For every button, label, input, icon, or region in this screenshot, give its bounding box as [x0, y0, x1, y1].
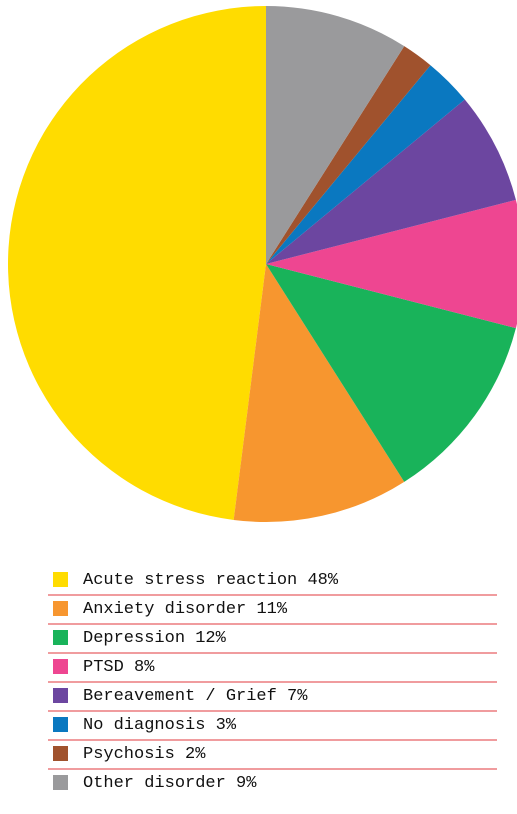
- legend-swatch: [53, 775, 68, 790]
- legend-swatch: [53, 717, 68, 732]
- legend-label: Psychosis 2%: [83, 745, 206, 764]
- legend-value: 11%: [256, 600, 287, 619]
- legend-value: 9%: [236, 774, 257, 793]
- legend-label: Acute stress reaction 48%: [83, 571, 339, 590]
- legend-category: Psychosis: [83, 745, 175, 764]
- legend-swatch: [53, 688, 68, 703]
- legend-category: Depression: [83, 629, 185, 648]
- legend-label: Other disorder 9%: [83, 774, 257, 793]
- legend-value: 8%: [134, 658, 155, 677]
- pie-slice: [266, 264, 516, 482]
- legend-category: No diagnosis: [83, 716, 205, 735]
- pie-slice: [266, 65, 465, 264]
- pie-slice: [233, 264, 405, 522]
- legend-category: Acute stress reaction: [83, 571, 297, 590]
- legend-swatch: [53, 746, 68, 761]
- pie-slice: [8, 6, 267, 520]
- legend-value: 3%: [216, 716, 237, 735]
- legend-label: No diagnosis 3%: [83, 716, 237, 735]
- legend-label: Depression 12%: [83, 629, 227, 648]
- legend-swatch: [53, 572, 68, 587]
- legend-swatch: [53, 659, 68, 674]
- legend-category: PTSD: [83, 658, 124, 677]
- legend-swatch: [53, 630, 68, 645]
- legend-label: Anxiety disorder 11%: [83, 600, 288, 619]
- legend-label: Bereavement / Grief 7%: [83, 687, 308, 706]
- legend-value: 48%: [307, 571, 338, 590]
- pie-slice: [266, 46, 431, 265]
- pie-slice: [266, 6, 405, 264]
- pie-slice: [266, 99, 516, 264]
- legend-category: Anxiety disorder: [83, 600, 246, 619]
- legend-category: Bereavement / Grief: [83, 687, 277, 706]
- legend-label: PTSD 8%: [83, 658, 155, 677]
- legend-swatch: [53, 601, 68, 616]
- pie-slice: [266, 199, 517, 329]
- legend-category: Other disorder: [83, 774, 226, 793]
- legend-value: 7%: [287, 687, 308, 706]
- legend-value: 12%: [195, 629, 226, 648]
- legend-value: 2%: [185, 745, 206, 764]
